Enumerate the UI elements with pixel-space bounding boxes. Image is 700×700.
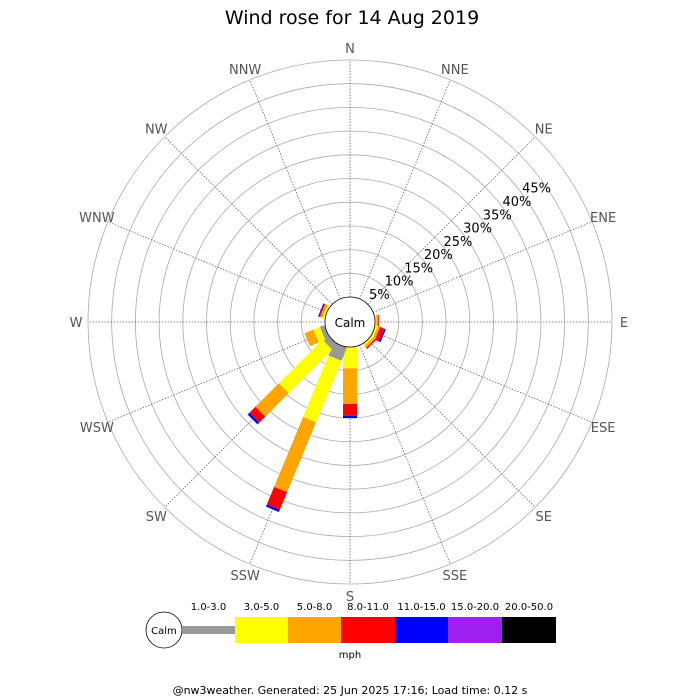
bar-ese-bin-3 bbox=[374, 326, 385, 342]
bar-se-bin-2 bbox=[364, 336, 376, 348]
calm-circle bbox=[324, 296, 376, 348]
spoke-wnw bbox=[107, 221, 328, 313]
bar-wnw-bin-2 bbox=[319, 304, 328, 318]
direction-label-w: W bbox=[70, 316, 83, 331]
wind-bars bbox=[247, 303, 386, 512]
direction-label-se: SE bbox=[536, 510, 552, 525]
legend-bin-label-6: 20.0-50.0 bbox=[505, 602, 553, 613]
legend-swatch-2 bbox=[288, 617, 341, 643]
direction-label-ne: NE bbox=[535, 122, 553, 137]
percent-label: 25% bbox=[444, 235, 473, 250]
spoke-ene bbox=[372, 221, 593, 313]
legend-calm-label: Calm bbox=[151, 626, 177, 637]
direction-label-s: S bbox=[346, 590, 354, 605]
legend-swatch-3 bbox=[341, 617, 395, 643]
bar-sw-bin-4 bbox=[247, 412, 260, 425]
footer-text: @nw3weather. Generated: 25 Jun 2025 17:1… bbox=[173, 684, 528, 697]
legend-bin-label-1: 3.0-5.0 bbox=[244, 602, 279, 613]
bar-ssw-bin-1 bbox=[303, 355, 342, 423]
legend-bin-label-3: 8.0-11.0 bbox=[347, 602, 389, 613]
direction-label-wnw: WNW bbox=[79, 211, 115, 226]
spoke-se bbox=[367, 339, 536, 508]
grid-ring bbox=[87, 59, 613, 585]
calm-label: Calm bbox=[335, 316, 366, 330]
spoke-wsw bbox=[107, 331, 328, 423]
percent-label: 45% bbox=[522, 182, 551, 197]
bar-wsw-bin-2 bbox=[304, 329, 319, 347]
bar-ese-bin-4 bbox=[379, 328, 386, 343]
bar-se-bin-1 bbox=[362, 334, 375, 347]
bar-s-bin-1 bbox=[343, 347, 357, 369]
direction-label-ene: ENE bbox=[590, 211, 616, 226]
percent-label: 5% bbox=[369, 288, 390, 303]
spoke-nne bbox=[359, 79, 451, 300]
percent-label: 15% bbox=[404, 261, 433, 276]
direction-label-nne: NNE bbox=[441, 63, 469, 78]
spoke-nnw bbox=[249, 79, 341, 300]
chart-title: Wind rose for 14 Aug 2019 bbox=[225, 7, 479, 29]
direction-label-sse: SSE bbox=[443, 569, 468, 584]
bar-wnw-bin-3 bbox=[318, 303, 326, 318]
bar-se-bin-3 bbox=[366, 338, 377, 349]
legend-bin-label-0: 1.0-3.0 bbox=[191, 602, 226, 613]
direction-label-ssw: SSW bbox=[230, 569, 260, 584]
percent-labels: 5%10%15%20%25%30%35%40%45% bbox=[369, 182, 551, 303]
direction-label-ese: ESE bbox=[591, 421, 616, 436]
direction-label-n: N bbox=[345, 42, 355, 57]
percent-label: 30% bbox=[463, 222, 492, 237]
bar-sw-bin-3 bbox=[249, 406, 266, 423]
direction-label-sw: SW bbox=[146, 510, 167, 525]
bar-e-bin-2 bbox=[376, 315, 378, 329]
bar-ssw-bin-2 bbox=[274, 416, 317, 493]
spoke-ese bbox=[372, 331, 593, 423]
bar-wsw-bin-0 bbox=[319, 325, 330, 340]
direction-label-e: E bbox=[620, 316, 628, 331]
legend-bin-label-5: 15.0-20.0 bbox=[451, 602, 499, 613]
calm-center: Calm bbox=[324, 296, 376, 348]
percent-label: 40% bbox=[502, 195, 531, 210]
bar-wsw-bin-1 bbox=[313, 326, 326, 343]
bar-wnw-bin-4 bbox=[318, 303, 325, 317]
grid-ring bbox=[229, 201, 471, 443]
direction-label-wsw: WSW bbox=[80, 421, 114, 436]
legend-swatch-4 bbox=[395, 617, 448, 643]
spoke-ne bbox=[367, 136, 536, 305]
direction-label-nw: NW bbox=[145, 122, 168, 137]
spoke-nw bbox=[164, 136, 333, 305]
bar-sw-bin-2 bbox=[255, 383, 289, 417]
direction-labels: N NNE NE ENE E ESE SE SSE S SSW SW WSW W WNW NW NNW bbox=[70, 42, 629, 605]
percent-label: 20% bbox=[424, 248, 453, 263]
legend-swatch-1 bbox=[235, 617, 288, 643]
bar-s-bin-3 bbox=[343, 403, 357, 416]
legend-units: mph bbox=[339, 650, 361, 661]
spoke-sse bbox=[359, 344, 451, 565]
legend-swatch-6 bbox=[502, 617, 556, 643]
bar-ese-bin-2 bbox=[372, 326, 381, 340]
legend-bin-label-2: 5.0-8.0 bbox=[297, 602, 332, 613]
percent-label: 10% bbox=[385, 275, 414, 290]
legend: Calm 1.0-3.0 3.0-5.0 5.0-8.0 8.0-11.0 11.0-1… bbox=[145, 602, 556, 661]
bar-ssw-bin-3 bbox=[266, 486, 288, 510]
bar-e-bin-3 bbox=[377, 315, 379, 329]
percent-label: 35% bbox=[483, 208, 512, 223]
legend-swatch-0 bbox=[182, 626, 235, 634]
direction-label-nnw: NNW bbox=[229, 63, 261, 78]
legend-swatch-5 bbox=[448, 617, 502, 643]
bar-ssw-bin-4 bbox=[265, 504, 280, 512]
bar-s-bin-4 bbox=[343, 415, 357, 419]
bar-s-bin-2 bbox=[343, 368, 357, 404]
bar-wnw-bin-1 bbox=[322, 305, 330, 319]
legend-bin-label-4: 11.0-15.0 bbox=[397, 602, 445, 613]
bar-sw-bin-1 bbox=[278, 339, 333, 394]
